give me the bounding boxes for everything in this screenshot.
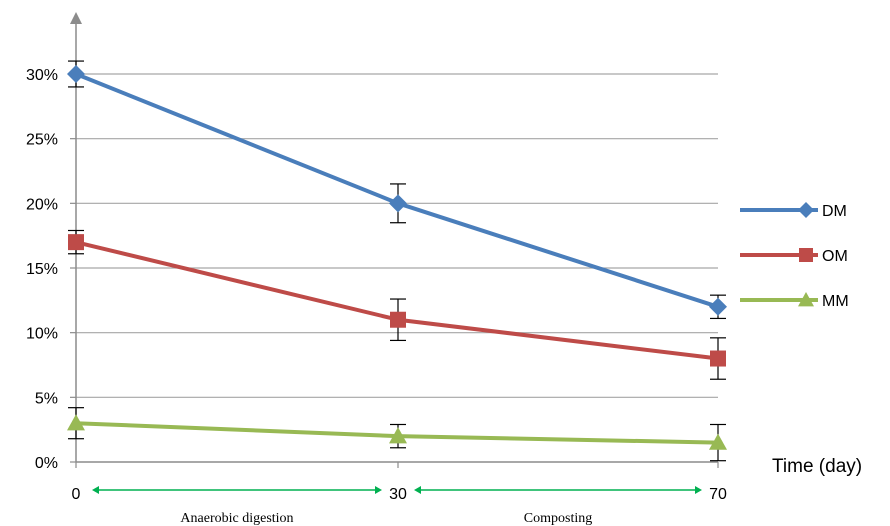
data-point-dm — [67, 65, 85, 83]
x-axis-title: Time (day) — [772, 456, 862, 477]
phase-arrow — [92, 486, 382, 494]
legend-item-mm: MM — [740, 292, 849, 310]
y-tick-label: 0% — [35, 455, 58, 472]
series-line — [75, 72, 719, 309]
arrowhead-right-icon — [375, 486, 382, 494]
arrowhead-left-icon — [92, 486, 99, 494]
y-tick-labels: 0% 5% 10% 15% 20% 25% 30% — [26, 67, 58, 472]
x-tick-label: 30 — [389, 486, 407, 503]
data-point-mm — [389, 427, 407, 444]
series-om — [68, 229, 726, 380]
x-tick-label: 0 — [72, 486, 81, 503]
legend-marker-dm — [798, 202, 814, 218]
y-tick-label: 10% — [26, 326, 58, 343]
legend-label: DM — [822, 203, 847, 220]
data-point-mm — [709, 433, 727, 450]
x-tick-labels: 0 30 70 — [72, 462, 727, 503]
legend-item-om: OM — [740, 248, 848, 265]
series-line — [75, 240, 719, 361]
y-tick-label: 25% — [26, 132, 58, 149]
data-point-dm — [709, 297, 727, 316]
series-mm — [67, 407, 727, 462]
phase-arrow — [414, 486, 702, 494]
y-tick-label: 15% — [26, 261, 58, 278]
series-dm — [67, 60, 727, 320]
legend-item-dm: DM — [740, 202, 847, 220]
legend-label: OM — [822, 248, 848, 265]
series-layer — [67, 60, 727, 462]
data-point-dm — [389, 194, 407, 213]
data-point-om — [390, 311, 406, 328]
arrowhead-right-icon — [695, 486, 702, 494]
axes — [70, 12, 718, 463]
legend-marker-om — [799, 248, 813, 262]
phase-label: Composting — [524, 511, 592, 526]
data-point-om — [710, 350, 726, 367]
data-point-om — [68, 234, 84, 251]
legend-label: MM — [822, 293, 849, 310]
y-tick-label: 30% — [26, 67, 58, 84]
y-tick-label: 20% — [26, 196, 58, 213]
data-point-mm — [67, 414, 85, 431]
y-axis-arrow-icon — [70, 12, 82, 24]
legend: DM OM MM — [740, 202, 849, 310]
x-tick-label: 70 — [709, 486, 727, 503]
legend-marker-mm — [798, 292, 814, 307]
arrowhead-left-icon — [414, 486, 421, 494]
phase-label: Anaerobic digestion — [180, 511, 293, 526]
gridlines — [70, 73, 718, 463]
y-tick-label: 5% — [35, 390, 58, 407]
phase-annotations: Anaerobic digestion Composting — [92, 486, 702, 526]
